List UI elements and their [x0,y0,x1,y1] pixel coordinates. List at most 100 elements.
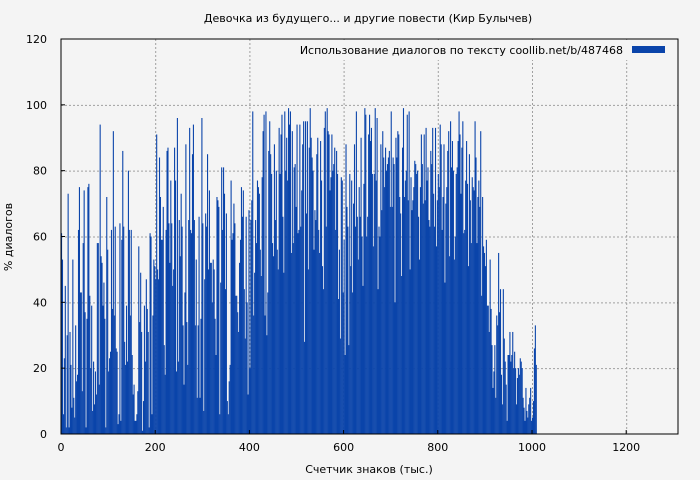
bar [359,216,361,434]
bar [74,417,76,434]
bar [495,397,497,434]
bar [134,420,136,434]
bar [317,137,319,434]
bar [158,279,160,434]
bar [293,167,295,435]
bar [84,312,86,434]
bar [212,259,214,434]
bar [377,289,379,434]
bar [326,108,328,435]
bar [127,170,129,435]
bar [373,173,375,434]
bar [512,331,514,434]
bar [418,259,421,434]
legend-swatch [632,46,665,53]
bar [499,289,502,434]
x-tick-label: 1000 [518,441,546,454]
bar [335,229,337,434]
bar [269,121,271,434]
bar [128,229,130,434]
bar [271,173,273,434]
bar [161,239,163,434]
bar [417,170,419,435]
bar [256,180,259,434]
bar [514,351,516,434]
bar [336,150,338,435]
bar [140,272,142,434]
bar [320,180,323,434]
bar [531,420,533,434]
bar [299,124,301,434]
bar [482,197,484,434]
bar [434,127,437,435]
bar [428,220,430,434]
bar [260,276,262,434]
legend-label: Использование диалогов по тексту coollib… [300,44,623,57]
bar [361,236,363,434]
bar [110,229,113,434]
bar [337,173,339,434]
bar [430,150,432,435]
bar [163,345,165,435]
bar [406,114,408,435]
bar [483,246,485,435]
bar [76,381,78,434]
bar [106,197,108,434]
bar [174,147,176,435]
bar [274,220,276,434]
bar [511,355,513,434]
x-tick-label: 600 [333,441,354,454]
bar [385,147,387,435]
bar [492,387,494,434]
bar [445,203,447,434]
bar [510,361,512,434]
bar [351,180,353,434]
bar [400,213,402,434]
bar [380,144,382,434]
y-axis-label: % диалогов [2,203,15,271]
bar [366,236,368,434]
bar [263,114,265,435]
bar [157,269,159,434]
bar [192,124,194,434]
bar [180,193,182,434]
bar [81,391,83,434]
x-tick-label: 0 [58,441,65,454]
bar [290,252,292,434]
bar [252,111,254,435]
x-axis-ticks: 0 200 400 600 800 1000 1200 [58,430,640,454]
bar [203,410,205,434]
bar [402,147,404,435]
bar [291,131,293,435]
bar [386,164,389,434]
x-tick-label: 400 [239,441,260,454]
bar [73,397,75,434]
bar [388,150,390,435]
bar [391,206,393,434]
bar [223,167,225,435]
bar [68,427,70,434]
bar [455,173,457,434]
bar [164,374,166,434]
bar [365,114,367,435]
bar [250,220,252,434]
bar [88,183,90,434]
bar [509,331,511,434]
bar [246,302,248,434]
bar [490,308,492,434]
bar [394,302,396,434]
bar [232,233,234,434]
bar [83,190,85,434]
bar [100,256,102,434]
bar [379,236,381,434]
bar [89,295,91,434]
bar [72,259,74,434]
bar [321,266,324,435]
bar [312,170,314,435]
bar [515,368,517,434]
bar [399,197,401,434]
bar [238,331,240,434]
bar [385,170,388,435]
bar [183,384,185,435]
